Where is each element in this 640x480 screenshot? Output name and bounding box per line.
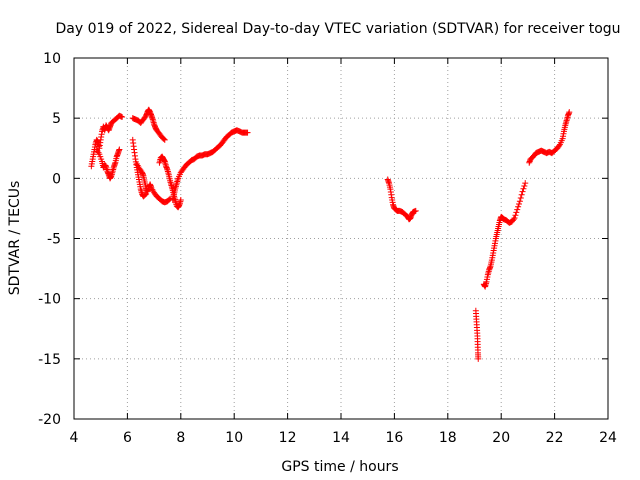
x-tick-labels: 4 6 8 10 12 14 16 18 20 22 24 — [70, 430, 617, 446]
data-point — [244, 129, 251, 136]
x-tick-label: 16 — [385, 430, 403, 446]
data-point — [511, 215, 518, 222]
data-point — [412, 207, 419, 214]
data-point — [510, 216, 517, 223]
data-point — [512, 212, 519, 219]
data-point — [167, 195, 174, 202]
data-point — [515, 203, 522, 210]
data-point — [513, 209, 520, 216]
data-point — [514, 206, 521, 213]
x-tick-label: 4 — [70, 430, 79, 446]
x-tick-label: 22 — [546, 430, 564, 446]
x-tick-label: 20 — [492, 430, 510, 446]
data-point — [520, 185, 527, 192]
y-tick-label: -20 — [38, 412, 61, 428]
data-point — [517, 194, 524, 201]
data-point — [522, 180, 529, 187]
y-tick-labels: -20 -15 -10 -5 0 5 10 — [38, 51, 61, 428]
y-tick-label: -15 — [38, 352, 61, 368]
y-tick-label: -10 — [38, 292, 61, 308]
data-point — [516, 201, 522, 208]
x-axis-label: GPS time / hours — [281, 459, 398, 475]
y-axis-label: SDTVAR / TECUs — [7, 181, 23, 296]
data-point — [475, 355, 482, 362]
data-points — [88, 106, 573, 362]
x-tick-label: 12 — [279, 430, 297, 446]
data-point — [142, 191, 149, 198]
data-point — [116, 146, 123, 153]
data-point — [519, 188, 526, 195]
y-tick-label: 10 — [43, 51, 61, 67]
x-tick-label: 6 — [123, 430, 132, 446]
data-point — [518, 191, 525, 198]
data-point — [556, 142, 563, 149]
data-point — [521, 182, 528, 189]
data-point — [119, 113, 126, 120]
x-tick-label: 14 — [332, 430, 350, 446]
x-tick-label: 8 — [176, 430, 185, 446]
x-tick-label: 10 — [225, 430, 243, 446]
chart-title: Day 019 of 2022, Sidereal Day-to-day VTE… — [55, 21, 620, 37]
x-tick-label: 24 — [599, 430, 617, 446]
data-point — [566, 109, 573, 116]
y-tick-label: 5 — [52, 111, 61, 127]
x-tick-label: 18 — [439, 430, 457, 446]
y-tick-label: -5 — [47, 232, 61, 248]
y-tick-label: 0 — [52, 171, 61, 187]
data-point — [160, 136, 167, 143]
axis-ticks — [73, 57, 609, 420]
data-point — [177, 196, 184, 203]
data-point — [161, 136, 168, 143]
grid-lines — [74, 58, 608, 419]
data-point — [516, 198, 523, 205]
